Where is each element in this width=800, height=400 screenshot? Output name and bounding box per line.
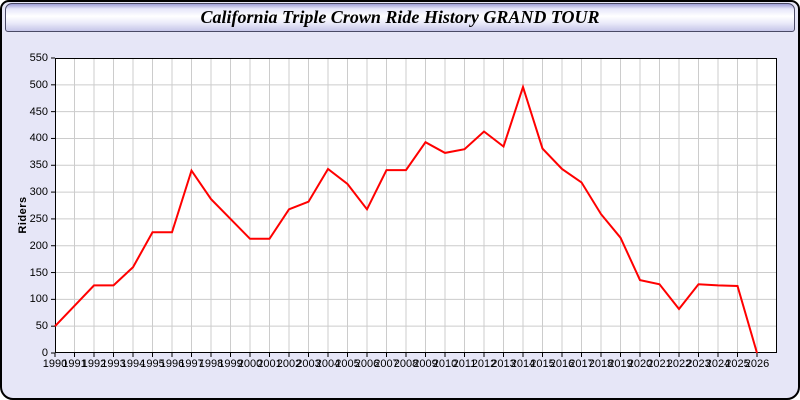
plot-background (55, 58, 777, 353)
x-tick-label: 2009 (413, 358, 438, 370)
line-chart-plot (51, 57, 777, 357)
x-tick-label: 2023 (686, 358, 711, 370)
x-tick-label: 2005 (335, 358, 360, 370)
x-tick-label: 2010 (432, 358, 458, 370)
x-tick-label: 1998 (198, 358, 224, 370)
y-tick-label: 0 (41, 347, 48, 359)
x-tick-label: 2020 (627, 358, 653, 370)
chart-title: California Triple Crown Ride History GRA… (200, 7, 600, 27)
y-tick-label: 200 (29, 239, 48, 252)
x-tick-label: 2014 (510, 358, 536, 370)
x-tick-label: 2024 (705, 358, 731, 370)
title-bar: California Triple Crown Ride History GRA… (5, 3, 795, 32)
y-tick-label: 550 (29, 52, 48, 64)
y-tick-label: 100 (29, 293, 48, 306)
x-tick-label: 2015 (530, 358, 555, 370)
y-tick-label: 350 (29, 159, 48, 172)
x-tick-label: 2006 (354, 358, 380, 370)
x-tick-label: 2013 (491, 358, 516, 370)
x-tick-label: 2008 (393, 358, 419, 370)
x-tick-label: 2001 (257, 358, 282, 370)
y-tick-label: 400 (29, 132, 48, 145)
x-tick-label: 2025 (725, 358, 750, 370)
x-tick-label: 2021 (647, 358, 672, 370)
x-tick-label: 1999 (218, 358, 243, 370)
x-tick-label: 2026 (744, 358, 770, 370)
x-tick-label: 1996 (159, 358, 185, 370)
x-tick-label: 2012 (471, 358, 497, 370)
y-tick-label: 250 (29, 212, 48, 225)
x-tick-label: 2000 (237, 358, 263, 370)
x-tick-label: 2011 (452, 358, 477, 370)
x-tick-label: 2016 (549, 358, 575, 370)
x-tick-label: 1993 (101, 358, 126, 370)
x-tick-label: 2022 (666, 358, 692, 370)
x-tick-label: 1995 (140, 358, 165, 370)
x-tick-label: 1991 (62, 358, 87, 370)
x-tick-label: 1990 (42, 358, 68, 370)
plot-border (55, 58, 777, 353)
y-tick-label: 450 (29, 105, 48, 118)
y-tick-label: 300 (29, 186, 48, 199)
ride-history-line (54, 83, 758, 354)
x-tick-label: 1997 (179, 358, 204, 370)
x-tick-label: 2007 (374, 358, 399, 370)
x-tick-label: 2003 (296, 358, 321, 370)
x-tick-label: 2004 (315, 358, 341, 370)
y-tick-label: 150 (29, 266, 48, 279)
x-tick-label: 2002 (276, 358, 302, 370)
x-tick-label: 1994 (120, 358, 146, 370)
x-tick-label: 2017 (569, 358, 594, 370)
y-tick-label: 500 (29, 78, 48, 91)
x-tick-label: 2018 (588, 358, 614, 370)
x-tick-label: 2019 (608, 358, 633, 370)
x-tick-label: 1992 (81, 358, 107, 370)
y-tick-label: 50 (35, 320, 48, 333)
